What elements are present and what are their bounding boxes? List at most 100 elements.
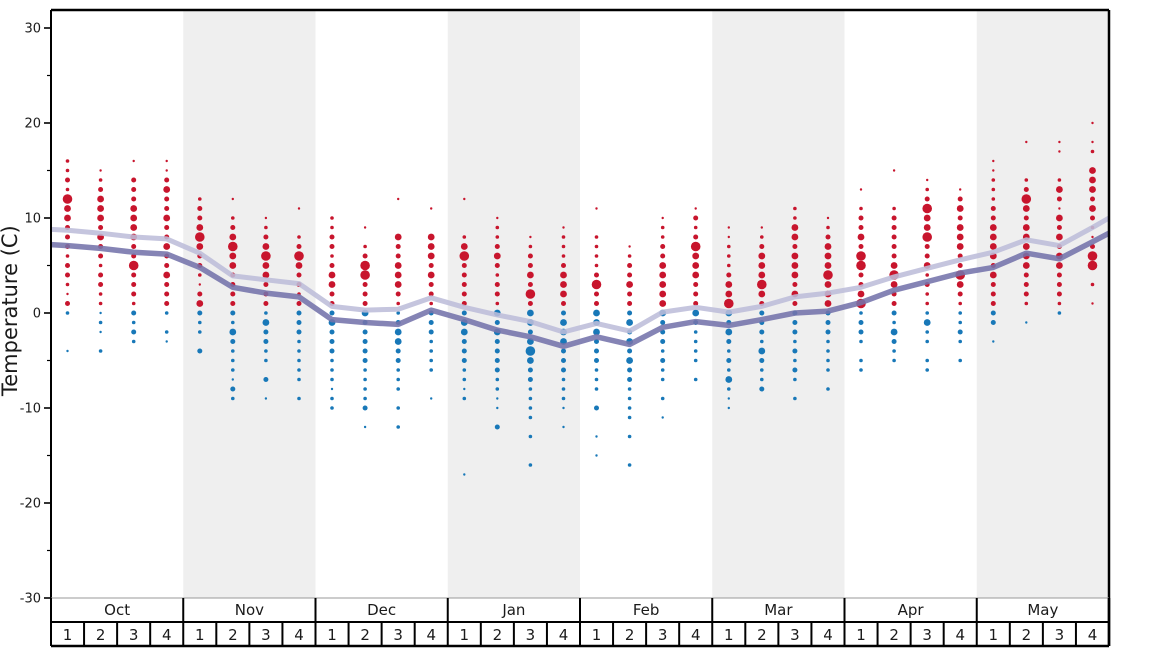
temp-dot <box>128 260 139 271</box>
temp-dot <box>693 339 698 344</box>
temp-dot <box>164 291 170 297</box>
temp-dot <box>991 197 996 201</box>
temp-dot <box>594 244 599 249</box>
temp-dot <box>693 225 698 230</box>
temp-dot <box>496 397 499 400</box>
temp-dot <box>925 292 929 296</box>
temp-dot <box>329 310 335 316</box>
temp-dot <box>65 168 70 173</box>
temp-dot <box>231 320 235 325</box>
temp-dot <box>891 215 897 221</box>
temp-dot <box>330 216 334 220</box>
temp-dot <box>394 338 402 345</box>
temp-dot <box>164 206 170 211</box>
temp-dot <box>330 406 334 410</box>
temp-dot <box>660 368 665 372</box>
temp-dot <box>693 301 699 306</box>
temp-dot <box>856 260 866 271</box>
week-label: 1 <box>195 626 205 644</box>
temp-dot <box>628 245 631 248</box>
temp-dot <box>759 386 765 392</box>
temp-dot <box>990 291 996 297</box>
temp-dot <box>957 196 963 202</box>
temp-dot <box>494 244 500 249</box>
temp-dot <box>463 473 466 476</box>
temp-dot <box>924 244 930 249</box>
temp-dot <box>527 367 533 373</box>
temp-dot <box>626 357 633 364</box>
temp-dot <box>891 339 897 344</box>
temp-dot <box>757 279 767 290</box>
temp-dot <box>329 291 335 297</box>
temp-dot <box>65 301 70 306</box>
temp-dot <box>65 282 70 287</box>
week-label: 4 <box>823 626 833 644</box>
temp-dot <box>99 311 102 315</box>
temp-dot <box>727 368 731 372</box>
temp-dot <box>857 290 865 298</box>
temp-dot <box>826 349 830 353</box>
temp-dot <box>923 319 931 326</box>
temp-dot <box>329 263 335 268</box>
temp-dot <box>66 292 69 296</box>
temp-dot <box>725 376 733 383</box>
temp-dot <box>1022 243 1030 250</box>
temp-dot <box>264 216 268 220</box>
temp-dot <box>922 203 932 214</box>
temp-dot <box>692 271 700 279</box>
y-tick-label: -30 <box>20 592 41 607</box>
temp-dot <box>297 339 301 344</box>
month-label: Feb <box>633 601 660 619</box>
temp-dot <box>627 310 633 316</box>
temp-dot <box>230 386 236 392</box>
week-label: 3 <box>922 626 932 644</box>
temp-dot <box>595 207 598 210</box>
temp-dot <box>1025 140 1028 144</box>
temp-dot <box>591 279 602 290</box>
temp-dot <box>131 187 137 192</box>
temp-dot <box>494 320 500 325</box>
temp-dot <box>330 254 334 258</box>
temp-dot <box>197 310 203 316</box>
temp-dot <box>890 328 898 336</box>
temp-dot <box>1089 186 1096 193</box>
temp-dot <box>593 328 600 336</box>
week-label: 3 <box>393 626 403 644</box>
temp-dot <box>594 377 599 382</box>
temp-dot <box>496 216 499 220</box>
month-label: Jan <box>501 601 525 619</box>
temp-dot <box>561 377 566 382</box>
temp-dot <box>1057 311 1062 315</box>
temp-dot <box>561 301 566 306</box>
temp-dot <box>362 348 368 354</box>
temp-dot <box>164 263 170 268</box>
temp-dot <box>461 310 467 316</box>
temp-dot <box>231 197 234 201</box>
temp-dot <box>627 301 633 306</box>
temp-dot <box>859 358 863 363</box>
temp-dot <box>228 241 238 252</box>
week-label: 3 <box>261 626 271 644</box>
temp-dot <box>560 271 567 279</box>
temp-dot <box>330 396 334 401</box>
temp-dot <box>760 235 764 239</box>
temp-dot <box>958 311 962 315</box>
temp-dot <box>958 320 962 325</box>
temp-dot <box>562 406 565 410</box>
temp-dot <box>527 253 533 259</box>
temp-dot <box>561 358 566 363</box>
temp-dot <box>360 270 370 280</box>
temp-dot <box>494 282 500 287</box>
temp-dot <box>461 263 467 268</box>
temp-dot <box>890 281 898 288</box>
temp-dot <box>528 406 533 410</box>
temp-dot <box>231 358 235 363</box>
temp-dot <box>397 197 400 201</box>
temp-dot <box>726 272 732 278</box>
temp-dot <box>494 348 500 354</box>
temp-dot <box>990 206 996 211</box>
temp-dot <box>627 254 632 258</box>
temp-dot <box>725 290 733 298</box>
temp-dot <box>329 329 335 335</box>
temp-dot <box>924 253 930 259</box>
